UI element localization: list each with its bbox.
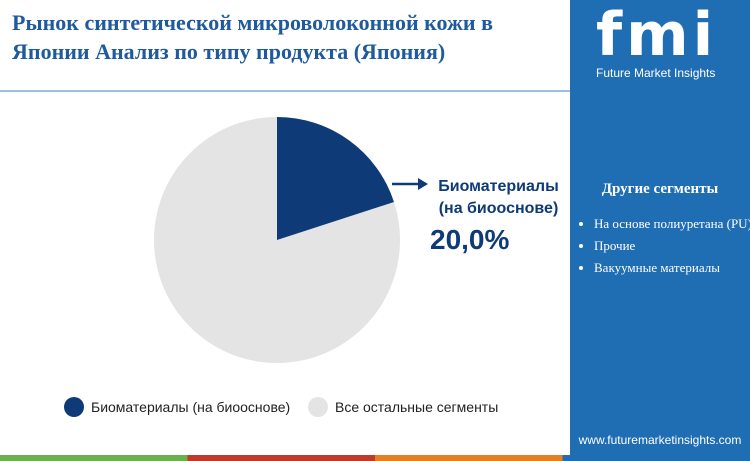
logo-name: Future Market Insights — [596, 66, 716, 80]
legend-label: Биоматериалы (на биооснове) — [91, 399, 291, 415]
legend-swatch — [64, 397, 84, 417]
logo: fmi — [596, 0, 718, 70]
sidebar-item: На основе полиуретана (PU) — [594, 214, 750, 234]
sidebar-item: Вакуумные материалы — [594, 258, 750, 278]
url: www.futuremarketinsights.com — [578, 433, 742, 447]
arrow-head — [418, 178, 428, 190]
slice-annotation: Биоматериалы (на биооснове) — [438, 178, 559, 217]
sidebar-list: На основе полиуретана (PU)ПрочиеВакуумны… — [578, 214, 750, 280]
sidebar-heading: Другие сегменты — [601, 181, 719, 197]
legend-label: Все остальные сегменты — [335, 399, 499, 415]
value-label: 20,0% — [430, 224, 510, 255]
sidebar-item: Прочие — [594, 236, 750, 256]
title: Рынок синтетической микроволоконной кожи… — [12, 10, 493, 64]
sidebar: fmi Future Market Insights Другие сегмен… — [570, 0, 750, 455]
pie-slice — [277, 117, 394, 240]
divider — [0, 90, 570, 92]
legend-swatch — [308, 397, 328, 417]
stripe — [0, 455, 750, 461]
chart — [154, 117, 428, 363]
